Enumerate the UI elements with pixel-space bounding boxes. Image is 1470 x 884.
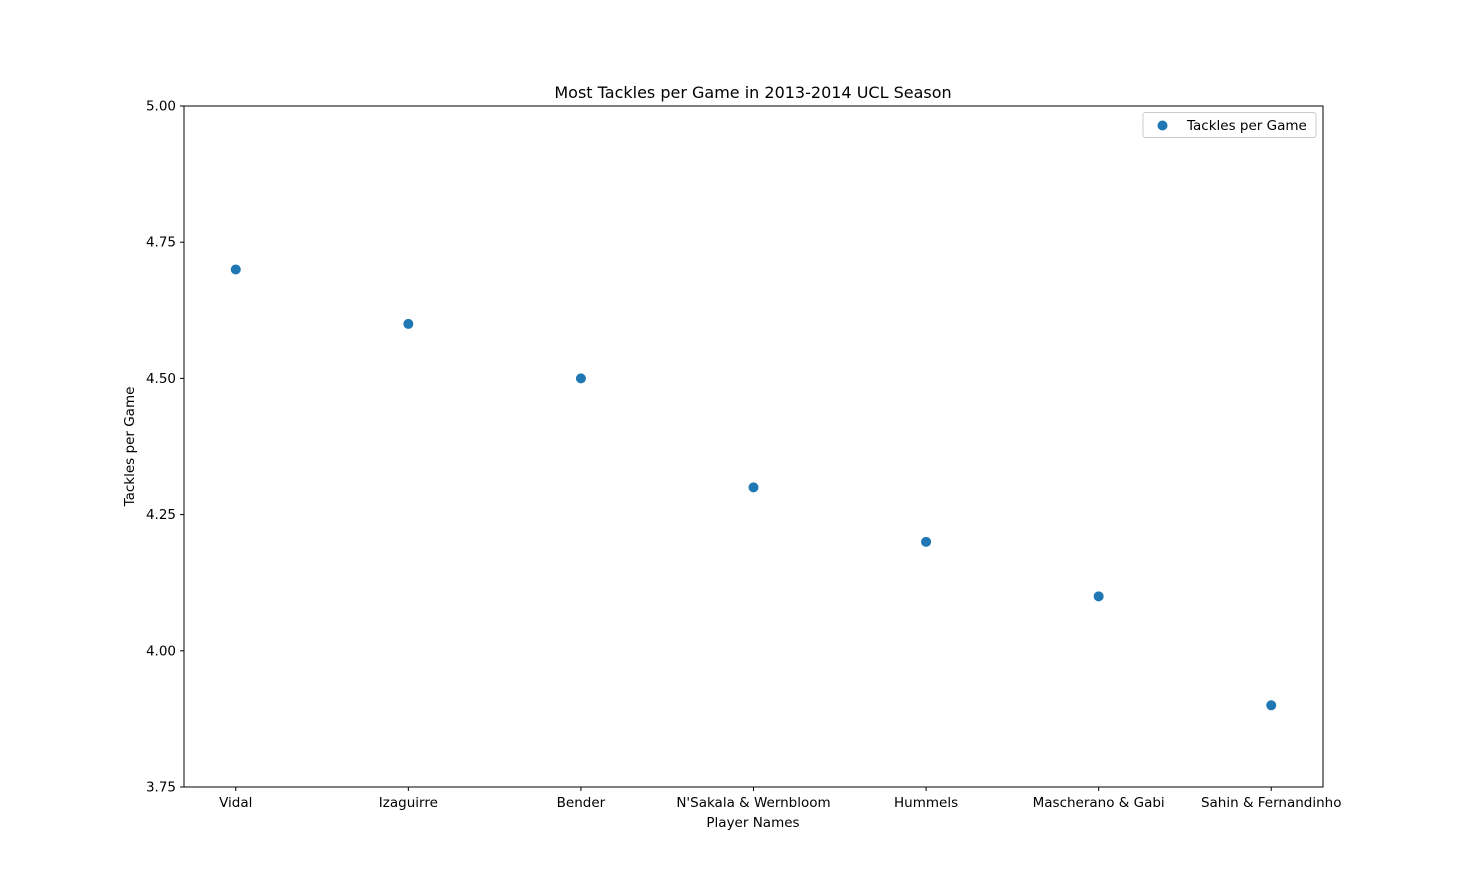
y-axis: 3.75 4.00 4.25 4.50 4.75 5.00 — [146, 99, 184, 796]
x-tick-label: N'Sakala & Wernbloom — [676, 795, 830, 811]
y-tick-label: 5.00 — [146, 99, 176, 115]
chart-title: Most Tackles per Game in 2013-2014 UCL S… — [554, 83, 951, 102]
plot-area — [183, 105, 1324, 788]
y-axis-label: Tackles per Game — [122, 387, 138, 508]
y-tick-label: 4.00 — [146, 643, 176, 659]
data-point — [1266, 700, 1277, 711]
legend-box — [1142, 112, 1317, 138]
data-point — [230, 264, 241, 275]
legend: Tackles per Game — [1142, 112, 1317, 138]
x-tick-label: Izaguirre — [379, 795, 438, 811]
data-point — [575, 373, 586, 384]
data-point — [748, 482, 759, 493]
data-point — [403, 318, 414, 329]
x-tick-label: Mascherano & Gabi — [1033, 795, 1165, 811]
legend-entry: Tackles per Game — [1186, 118, 1307, 134]
x-tick-label: Vidal — [219, 795, 252, 811]
x-tick-label: Bender — [557, 795, 606, 811]
data-points — [230, 264, 1277, 711]
x-tick-label: Sahin & Fernandinho — [1201, 795, 1342, 811]
x-tick-label: Hummels — [894, 795, 958, 811]
legend-marker — [1157, 120, 1168, 131]
y-tick-label: 4.75 — [146, 235, 176, 251]
x-axis-label: Player Names — [706, 815, 799, 831]
y-tick-label: 4.50 — [146, 371, 176, 387]
y-tick-label: 4.25 — [146, 507, 176, 523]
y-tick-label: 3.75 — [146, 780, 176, 796]
data-point — [921, 536, 932, 547]
data-point — [1093, 591, 1104, 602]
x-axis: Vidal Izaguirre Bender N'Sakala & Wernbloom… — [219, 787, 1342, 811]
